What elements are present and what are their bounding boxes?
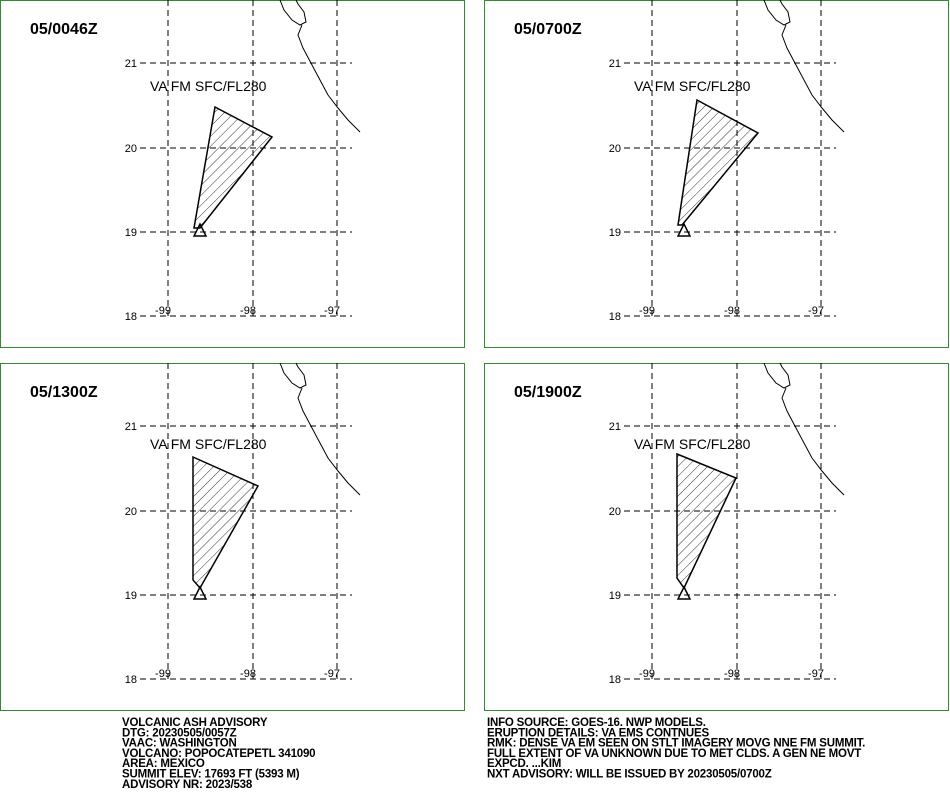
lon-label: -97 bbox=[808, 668, 824, 680]
lat-label: 20 bbox=[125, 506, 137, 518]
lat-label: 19 bbox=[125, 590, 137, 602]
panel-border bbox=[0, 0, 465, 348]
coastline bbox=[279, 0, 361, 133]
advisory-line: DTG: 20230505/0057Z bbox=[122, 727, 237, 739]
lat-label: 19 bbox=[125, 227, 137, 239]
advisory-line: ERUPTION DETAILS: VA EMS CONTNUES bbox=[487, 727, 709, 739]
panel-time: 05/0046Z bbox=[30, 21, 98, 38]
lon-label: -97 bbox=[324, 668, 340, 680]
advisory-line: AREA: MEXICO bbox=[122, 758, 205, 770]
map-panel: 21 20 19 18 -99 -98 -97 05/1900Z VA FM SFC/FL280 bbox=[484, 362, 949, 711]
advisory-line: INFO SOURCE: GOES-16. NWP MODELS. bbox=[487, 717, 706, 729]
ash-area bbox=[193, 105, 274, 229]
map-panel: 21 20 19 18 -99 -98 -97 05/0046Z VA FM SFC/FL280 bbox=[0, 0, 465, 348]
advisory-line: VOLCANIC ASH ADVISORY bbox=[122, 717, 268, 729]
coastline bbox=[763, 362, 845, 496]
lon-label: -98 bbox=[724, 668, 740, 680]
advisory-line: EXPCD. ...KIM bbox=[487, 758, 561, 770]
area-label: VA FM SFC/FL280 bbox=[634, 78, 751, 94]
lat-label: 21 bbox=[125, 421, 137, 433]
advisory-line: FULL EXTENT OF VA UNKNOWN DUE TO MET CLD… bbox=[487, 748, 861, 760]
area-label: VA FM SFC/FL280 bbox=[150, 436, 267, 452]
lat-label: 20 bbox=[609, 506, 621, 518]
map-panel: 21 20 19 18 -99 -98 -97 05/1300Z VA FM SFC/FL280 bbox=[0, 362, 465, 711]
advisory-line: SUMMIT ELEV: 17693 FT (5393 M) bbox=[122, 769, 300, 781]
lon-label: -99 bbox=[639, 668, 655, 680]
volcano-symbol bbox=[676, 585, 692, 600]
lat-label: 19 bbox=[609, 227, 621, 239]
advisory-line: RMK: DENSE VA EM SEEN ON STLT IMAGERY MO… bbox=[487, 738, 865, 750]
lat-label: 21 bbox=[609, 58, 621, 70]
lon-label: -99 bbox=[155, 305, 171, 317]
ash-area bbox=[677, 98, 760, 226]
panel-border bbox=[484, 0, 949, 348]
lon-label: -97 bbox=[808, 305, 824, 317]
lat-label: 19 bbox=[609, 590, 621, 602]
ash-area bbox=[192, 455, 260, 590]
advisory-line: VOLCANO: POPOCATEPETL 341090 bbox=[122, 748, 315, 760]
lat-label: 18 bbox=[609, 674, 621, 686]
lat-label: 21 bbox=[125, 58, 137, 70]
volcano-symbol bbox=[192, 585, 208, 600]
lon-label: -98 bbox=[724, 305, 740, 317]
lat-label: 21 bbox=[609, 421, 621, 433]
lon-label: -97 bbox=[324, 305, 340, 317]
lat-label: 20 bbox=[125, 143, 137, 155]
coastline bbox=[279, 362, 361, 496]
volcano-symbol bbox=[192, 222, 208, 237]
volcano-symbol bbox=[676, 222, 692, 237]
lon-label: -99 bbox=[639, 305, 655, 317]
lat-label: 18 bbox=[125, 311, 137, 323]
panel-border bbox=[484, 363, 949, 711]
advisory-line: NXT ADVISORY: WILL BE ISSUED BY 20230505… bbox=[487, 769, 772, 781]
lat-label: 20 bbox=[609, 143, 621, 155]
lon-label: -98 bbox=[240, 668, 256, 680]
lat-label: 18 bbox=[609, 311, 621, 323]
advisory-line: ADVISORY NR: 2023/538 bbox=[122, 779, 253, 791]
lon-label: -99 bbox=[155, 668, 171, 680]
panel-border bbox=[0, 363, 465, 711]
advisory-line: VAAC: WASHINGTON bbox=[122, 738, 237, 750]
area-label: VA FM SFC/FL280 bbox=[634, 436, 751, 452]
lat-label: 18 bbox=[125, 674, 137, 686]
panel-time: 05/1300Z bbox=[30, 384, 98, 401]
map-panel: 21 20 19 18 -99 -98 -97 05/0700Z VA FM SFC/FL280 bbox=[484, 0, 949, 348]
coastline bbox=[763, 0, 845, 133]
area-label: VA FM SFC/FL280 bbox=[150, 78, 267, 94]
panel-time: 05/1900Z bbox=[514, 384, 582, 401]
ash-area bbox=[676, 452, 738, 590]
panel-time: 05/0700Z bbox=[514, 21, 582, 38]
lon-label: -98 bbox=[240, 305, 256, 317]
